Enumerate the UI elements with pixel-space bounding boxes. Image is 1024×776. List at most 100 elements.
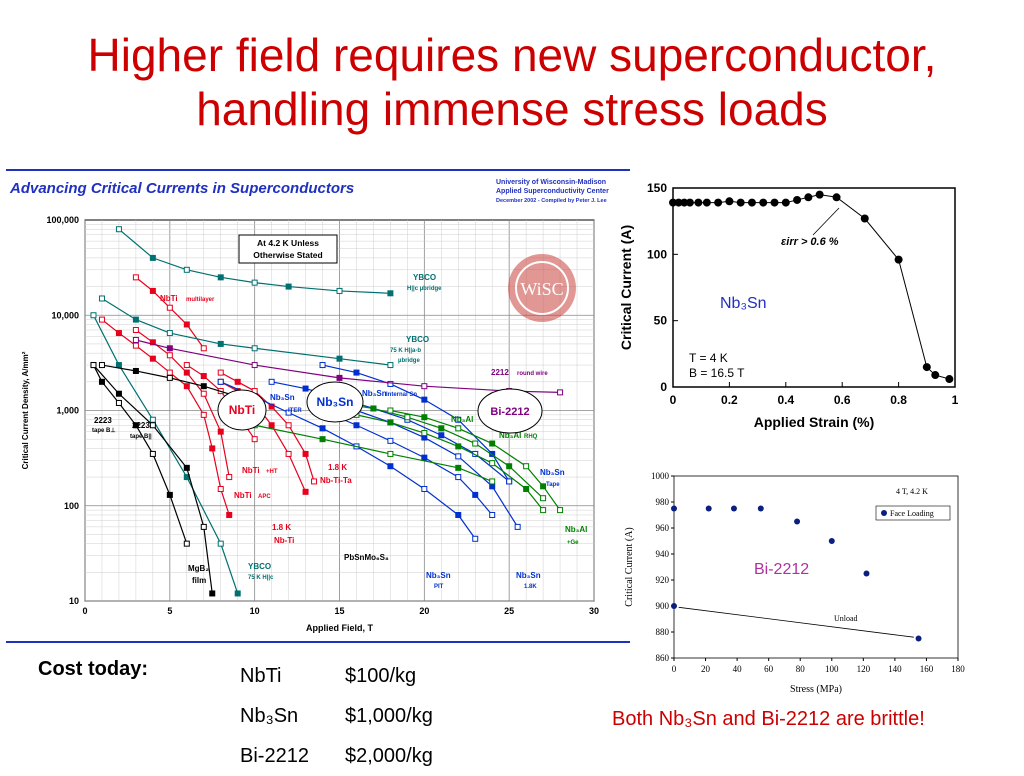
label-nbti: NbTi: [242, 466, 260, 475]
data-point: [217, 428, 224, 435]
data-point: [781, 198, 790, 207]
data-point: [319, 425, 326, 432]
cost-price: $1,000/kg: [345, 704, 433, 727]
series-group: [90, 362, 216, 597]
data-point: [251, 345, 258, 352]
cost-price: $100/kg: [345, 664, 417, 687]
data-point: [251, 436, 258, 443]
series-group: [217, 369, 318, 485]
label-2223: 2223: [132, 421, 150, 430]
data-point: [506, 463, 513, 470]
data-point: [166, 369, 173, 376]
data-point: [922, 363, 931, 372]
cost-material: Bi-2212: [240, 744, 309, 767]
data-point: [455, 474, 462, 481]
label-nbti: 1.8 K: [328, 463, 347, 472]
strain-plot-area: 0 0.2 0.4 0.6 0.8 1 0 50 100 150 Applied Strain (%…: [618, 181, 959, 430]
y-tick-label: 860: [656, 653, 670, 663]
data-point: [759, 198, 768, 207]
data-point: [132, 367, 139, 374]
data-point: [183, 383, 190, 390]
data-point: [421, 414, 428, 421]
series-labels: YBCO H||c µbridge YBCO 75 K H||a-b µbridge 22…: [92, 273, 587, 590]
data-point: [132, 336, 139, 343]
data-point: [671, 505, 677, 512]
x-tick-label: 140: [888, 664, 902, 674]
cost-row: NbTi $100/kg: [240, 656, 433, 696]
data-point: [149, 416, 156, 423]
legend-label: Face Loading: [890, 509, 934, 518]
data-point: [217, 274, 224, 281]
data-point: [302, 488, 309, 495]
data-point: [319, 436, 326, 443]
data-point: [736, 198, 745, 207]
label-nb3sn: Nb₃Sn: [516, 571, 541, 580]
annotation-arrow: [812, 207, 840, 236]
data-point: [472, 491, 479, 498]
callout-nb3sn: Nb₃Sn: [306, 381, 364, 423]
data-point: [183, 321, 190, 328]
data-point: [421, 454, 428, 461]
label-nb3al: Nb₃Al: [451, 415, 473, 424]
data-point: [226, 511, 233, 518]
data-point: [209, 590, 216, 597]
x-tick-label: 20: [701, 664, 711, 674]
data-point: [455, 453, 462, 460]
data-point: [770, 198, 779, 207]
unload-arrow: [678, 606, 914, 638]
label-nb3sn: Nb₃Sn: [362, 389, 387, 398]
data-point: [804, 193, 813, 202]
label-nb3sn: Nb₃Sn: [270, 393, 295, 402]
data-point: [183, 266, 190, 273]
label-nb3sn-sub: Internal Sn: [386, 392, 417, 398]
cost-row: Bi-2212 $2,000/kg: [240, 736, 433, 776]
data-point: [370, 405, 377, 412]
label-nb3sn-sub: PIT: [434, 584, 444, 590]
data-point: [671, 603, 677, 609]
data-point: [863, 570, 870, 577]
x-axis-title: Applied Strain (%): [754, 414, 875, 430]
data-point: [217, 540, 224, 547]
stress-condition-label: 4 T, 4.2 K: [896, 487, 928, 496]
series-group: [319, 362, 513, 485]
data-point: [757, 505, 764, 512]
y-tick-label: 900: [656, 601, 670, 611]
series-group: [98, 295, 394, 369]
data-point: [387, 407, 394, 414]
logo-lettering: WiSC: [520, 279, 563, 299]
label-ybco: YBCO: [413, 273, 436, 282]
x-tick-label: 40: [733, 664, 743, 674]
credit-line: University of Wisconsin-Madison: [496, 179, 606, 186]
data-point: [311, 478, 318, 485]
data-point: [387, 380, 394, 387]
data-point: [98, 378, 105, 385]
x-tick-label: 0: [672, 664, 677, 674]
data-point: [149, 339, 156, 346]
data-point: [200, 390, 207, 397]
legend-marker: [881, 510, 887, 516]
data-point: [336, 374, 343, 381]
data-point: [234, 590, 241, 597]
x-tick-label: 0.4: [777, 393, 794, 407]
series-group: [132, 274, 207, 352]
data-point: [285, 409, 292, 416]
label-nb3sn: Nb₃Sn: [540, 468, 565, 477]
y-tick-label: 940: [656, 549, 670, 559]
note-line: At 4.2 K Unless: [257, 238, 319, 248]
data-point: [251, 362, 258, 369]
x-tick-label: 80: [796, 664, 806, 674]
strain-condition: B = 16.5 T: [689, 366, 745, 380]
y-tick-label: 10,000: [51, 310, 79, 320]
data-point: [421, 383, 428, 390]
label-nbti: 1.8 K: [272, 523, 291, 532]
label-nbti: Nb-Ti-Ta: [320, 476, 352, 485]
credit-line: December 2002 - Compiled by Peter J. Lee: [496, 198, 607, 204]
data-point: [421, 396, 428, 403]
data-point: [132, 342, 139, 349]
data-point: [680, 198, 689, 207]
data-point: [828, 538, 835, 544]
data-point: [472, 440, 479, 447]
y-tick-label: 100: [64, 501, 79, 511]
x-tick-label: 0: [670, 393, 677, 407]
data-point: [387, 450, 394, 457]
